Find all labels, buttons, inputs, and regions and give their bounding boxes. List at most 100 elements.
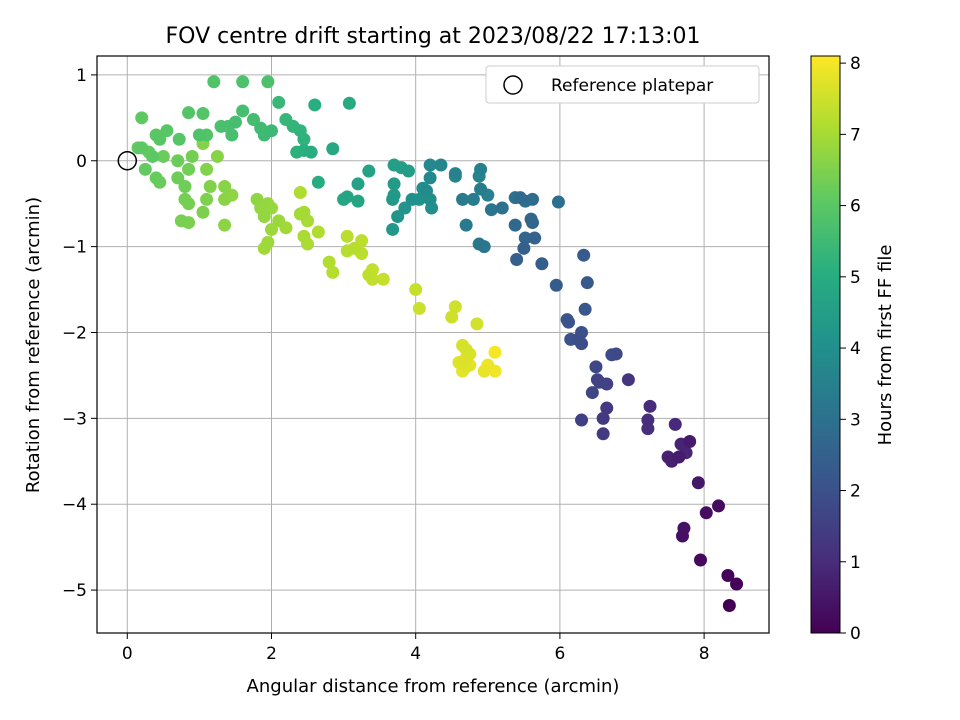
data-point: [412, 301, 426, 315]
data-point: [420, 184, 434, 198]
data-point: [135, 111, 149, 125]
data-point: [135, 141, 149, 155]
data-point: [510, 252, 524, 266]
chart-title: FOV centre drift starting at 2023/08/22 …: [166, 24, 701, 49]
data-point: [272, 214, 286, 228]
data-point: [488, 345, 502, 359]
data-point: [196, 107, 210, 121]
data-point: [340, 244, 354, 258]
plot-frame: [96, 55, 770, 634]
data-point: [326, 142, 340, 156]
data-point: [225, 128, 239, 142]
data-point: [218, 218, 232, 232]
colorbar-tick-label: 5: [850, 268, 861, 288]
data-point: [261, 75, 275, 89]
data-point: [672, 450, 686, 464]
data-point: [138, 162, 152, 176]
data-point: [297, 132, 311, 146]
data-point: [304, 145, 318, 159]
data-point: [182, 162, 196, 176]
data-point: [146, 149, 160, 163]
data-point: [264, 222, 278, 236]
data-point: [712, 499, 726, 513]
data-point: [474, 162, 488, 176]
data-point: [297, 229, 311, 243]
data-point: [200, 162, 214, 176]
data-point: [326, 265, 340, 279]
y-tick-label: −4: [62, 495, 87, 515]
y-axis-label: Rotation from reference (arcmin): [23, 197, 44, 493]
data-point: [585, 386, 599, 400]
data-point: [721, 568, 735, 582]
y-axis-ticks: 1 0 −1 −2 −3 −4 −5: [62, 66, 97, 601]
data-point: [691, 476, 705, 490]
data-point: [200, 192, 214, 206]
data-point: [621, 373, 635, 387]
data-point: [171, 171, 185, 185]
data-point: [322, 255, 336, 269]
data-point: [577, 248, 591, 262]
data-point: [340, 190, 354, 204]
data-point: [466, 192, 480, 206]
data-point: [308, 98, 322, 112]
colorbar-ticks: 0 1 2 3 4 5 6 7 8: [840, 54, 861, 644]
data-point: [495, 201, 509, 215]
colorbar-tick-label: 4: [850, 339, 861, 359]
data-point: [192, 128, 206, 142]
data-point: [423, 158, 437, 172]
y-tick-label: 0: [76, 152, 87, 172]
data-point: [236, 104, 250, 118]
data-point: [362, 164, 376, 178]
data-point: [526, 192, 540, 206]
x-tick-label: 4: [410, 644, 421, 664]
y-tick-label: −2: [62, 323, 87, 343]
data-point: [311, 225, 325, 239]
data-point: [386, 192, 400, 206]
data-point: [477, 240, 491, 254]
data-point: [730, 577, 744, 591]
data-point: [477, 364, 491, 378]
data-point: [236, 75, 250, 89]
data-point: [683, 435, 697, 449]
data-point: [401, 164, 415, 178]
data-point: [172, 132, 186, 146]
x-tick-label: 0: [122, 644, 133, 664]
data-point: [456, 192, 470, 206]
colorbar-tick-label: 0: [850, 624, 861, 644]
data-point: [459, 218, 473, 232]
data-point: [351, 194, 365, 208]
data-point: [600, 401, 614, 415]
plot-background: [97, 56, 769, 633]
data-point: [342, 96, 356, 110]
data-point: [207, 75, 221, 89]
data-point: [210, 149, 224, 163]
data-point: [153, 132, 167, 146]
data-point: [470, 317, 484, 331]
data-point: [391, 210, 405, 224]
data-point: [218, 192, 232, 206]
data-point: [311, 175, 325, 189]
data-point: [528, 231, 542, 245]
data-point: [156, 149, 170, 163]
data-point: [609, 347, 623, 361]
colorbar-tick-label: 6: [850, 197, 861, 217]
data-point: [596, 411, 610, 425]
y-tick-label: −5: [62, 581, 87, 601]
x-tick-label: 2: [266, 644, 277, 664]
x-tick-label: 6: [554, 644, 565, 664]
data-point: [250, 192, 264, 206]
data-point: [228, 115, 242, 129]
data-point: [174, 214, 188, 228]
colorbar: 0 1 2 3 4 5 6 7 8 Hours from first FF file: [810, 54, 896, 644]
data-point: [362, 268, 376, 282]
y-tick-label: 1: [76, 66, 87, 86]
y-tick-label: −3: [62, 409, 87, 429]
colorbar-tick-label: 1: [850, 553, 861, 573]
legend-box: [485, 65, 760, 104]
data-point: [518, 231, 532, 245]
data-point: [549, 278, 563, 292]
data-point: [387, 177, 401, 191]
data-point: [578, 302, 592, 316]
data-point: [160, 124, 174, 138]
data-point: [517, 241, 531, 255]
